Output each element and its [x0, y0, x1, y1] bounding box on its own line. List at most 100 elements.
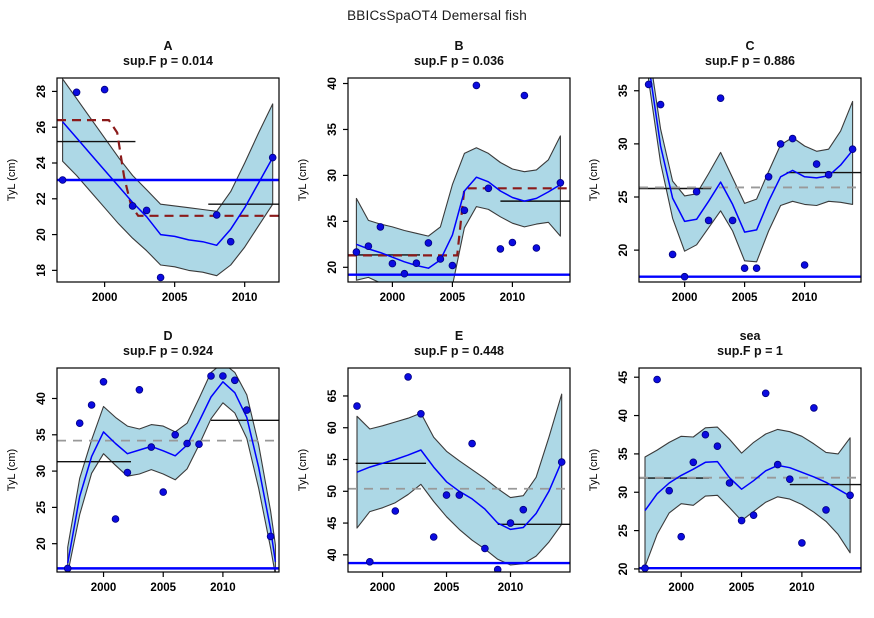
data-point	[460, 206, 468, 215]
y-tick-label: 40	[36, 392, 48, 405]
panel-subtitle: sup.F p = 0.924	[123, 344, 213, 358]
data-point	[519, 505, 527, 514]
x-tick-label: 2010	[789, 582, 815, 594]
data-point	[640, 564, 649, 572]
data-point	[388, 259, 396, 268]
y-tick-label: 30	[327, 169, 339, 182]
confidence-band	[355, 135, 561, 282]
x-tick-label: 2010	[499, 292, 525, 304]
data-point	[63, 564, 71, 572]
data-point	[400, 269, 408, 278]
data-point	[448, 261, 456, 270]
confidence-band	[643, 426, 851, 568]
x-tick-label: 2000	[369, 582, 395, 594]
data-point	[809, 404, 818, 412]
model-step-line	[56, 118, 279, 217]
data-point	[75, 419, 83, 427]
data-point	[403, 373, 412, 381]
y-tick-label: 50	[327, 485, 339, 498]
y-tick-label: 30	[618, 486, 630, 499]
y-tick-label: 65	[327, 389, 339, 402]
y-tick-label: 35	[36, 428, 48, 441]
panel-subtitle: sup.F p = 0.886	[705, 54, 795, 68]
data-point	[194, 440, 203, 448]
data-point	[776, 140, 784, 148]
panel-sea: 2000 2005 2010 20 25 30 35 40 45 TyL (cm) sea sup.F…	[583, 322, 874, 612]
x-tick-label: 2010	[231, 292, 257, 304]
y-axis-label: TyL (cm)	[588, 449, 600, 491]
data-point	[480, 544, 489, 553]
panel-title: D	[163, 329, 172, 343]
data-point	[467, 439, 476, 448]
data-point	[704, 216, 712, 225]
data-point	[100, 85, 108, 94]
data-point	[87, 401, 95, 409]
data-point	[442, 491, 450, 499]
data-point	[740, 264, 748, 273]
data-point	[749, 511, 757, 520]
data-point	[728, 216, 736, 225]
panel-title: A	[163, 39, 172, 53]
data-point	[845, 491, 854, 500]
data-point	[352, 248, 360, 256]
panel-title: sea	[739, 329, 761, 343]
plot-box	[346, 367, 571, 573]
x-tick-label: 2005	[439, 292, 465, 304]
y-tick-label: 18	[36, 263, 48, 276]
y-axis-label: TyL (cm)	[297, 449, 309, 491]
data-point	[764, 173, 772, 181]
data-point	[99, 377, 107, 386]
trend-line	[66, 381, 276, 564]
data-point	[652, 375, 661, 384]
data-point	[212, 211, 221, 219]
plot-area	[56, 368, 279, 572]
data-point	[713, 442, 721, 450]
panel-svg-sea: 2000 2005 2010 20 25 30 35 40 45 TyL (cm) seasup.F…	[588, 329, 862, 594]
data-point	[848, 145, 856, 153]
data-point	[206, 372, 215, 380]
panel-title: C	[745, 39, 754, 53]
data-point	[365, 558, 374, 566]
y-tick-label: 26	[36, 121, 48, 134]
y-tick-label: 28	[36, 84, 48, 97]
trend-line	[356, 449, 562, 531]
data-point	[147, 443, 155, 451]
data-point	[266, 532, 274, 541]
y-tick-label: 20	[327, 261, 339, 274]
data-point	[472, 81, 480, 90]
y-tick-label: 24	[36, 156, 48, 169]
data-point	[156, 273, 164, 282]
data-point	[128, 202, 136, 210]
data-point	[424, 239, 432, 247]
x-tick-label: 2000	[90, 582, 116, 594]
figure-title: BBICsSpaOT4 Demersal fish	[347, 8, 527, 23]
trend-line	[61, 121, 273, 247]
y-tick-label: 40	[327, 77, 339, 90]
y-tick-label: 45	[618, 370, 630, 383]
y-tick-label: 45	[327, 516, 339, 529]
y-tick-label: 25	[618, 190, 630, 203]
data-point	[676, 532, 685, 541]
data-point	[391, 507, 399, 515]
data-point	[656, 100, 664, 109]
plot-box	[346, 77, 571, 283]
data-point	[689, 458, 697, 467]
data-point	[680, 272, 688, 281]
plot-box	[55, 77, 280, 283]
y-tick-label: 20	[618, 563, 630, 576]
plot-area	[638, 78, 861, 281]
confidence-band	[647, 78, 853, 263]
y-tick-label: 35	[618, 84, 630, 97]
y-axis-label: TyL (cm)	[297, 159, 309, 201]
y-axis-label: TyL (cm)	[588, 159, 600, 201]
trend-line	[643, 460, 850, 512]
plot-area	[638, 375, 861, 572]
plot-area	[347, 373, 570, 572]
